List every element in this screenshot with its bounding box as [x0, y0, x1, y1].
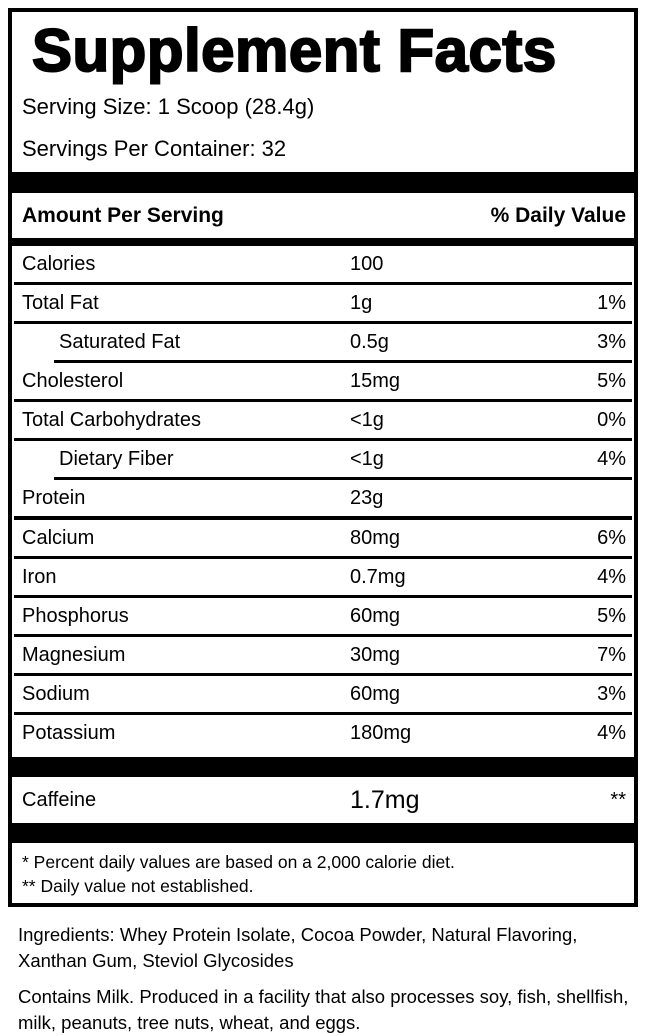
table-row-cholesterol: Cholesterol 15mg 5%: [12, 363, 634, 399]
amount-per-serving-header: Amount Per Serving: [22, 203, 224, 227]
nutrient-amount: 0.5g: [350, 330, 389, 353]
nutrient-name: Phosphorus: [22, 604, 129, 627]
nutrient-daily-value: 5%: [597, 604, 626, 627]
ingredients-text: Ingredients: Whey Protein Isolate, Cocoa…: [18, 924, 578, 971]
row-divider: [14, 595, 632, 598]
nutrient-daily-value: 6%: [597, 526, 626, 549]
supplement-facts-panel: Supplement Facts Serving Size: 1 Scoop (…: [8, 8, 638, 907]
nutrient-daily-value: 3%: [597, 330, 626, 353]
servings-per-container-line: Servings Per Container: 32: [22, 136, 287, 161]
row-divider: [14, 673, 632, 676]
nutrient-daily-value: 1%: [597, 291, 626, 314]
nutrient-name: Magnesium: [22, 643, 126, 666]
row-divider: [14, 634, 632, 637]
table-row-magnesium: Magnesium 30mg 7%: [12, 637, 634, 673]
nutrient-amount: 100: [350, 252, 384, 275]
table-row-potassium: Potassium 180mg 4%: [12, 715, 634, 751]
nutrient-daily-value: **: [610, 788, 626, 811]
allergen-statement-text: Contains Milk. Produced in a facility th…: [18, 986, 629, 1033]
nutrient-name: Calcium: [22, 526, 95, 549]
table-row-calcium: Calcium 80mg 6%: [12, 520, 634, 556]
row-divider: [14, 399, 632, 402]
row-divider: [54, 360, 632, 363]
nutrient-amount: 15mg: [350, 369, 401, 392]
row-divider: [14, 438, 632, 441]
nutrient-daily-value: 4%: [597, 721, 626, 744]
row-divider: [14, 516, 632, 520]
nutrient-daily-value: 7%: [597, 643, 626, 666]
nutrient-amount: 1g: [350, 291, 373, 314]
row-divider: [14, 321, 632, 324]
table-row-dietary-fiber: Dietary Fiber <1g 4%: [12, 441, 634, 477]
daily-value-header: % Daily Value: [490, 203, 626, 227]
table-row-protein: Protein 23g: [12, 480, 634, 516]
nutrient-amount: 23g: [350, 486, 384, 509]
nutrient-name: Potassium: [22, 721, 116, 744]
nutrient-daily-value: 5%: [597, 369, 626, 392]
footnotes-block: * Percent daily values are based on a 2,…: [12, 843, 634, 903]
table-row-phosphorus: Phosphorus 60mg 5%: [12, 598, 634, 634]
nutrient-amount: 30mg: [350, 643, 401, 666]
nutrient-name: Sodium: [22, 682, 90, 705]
row-divider: [54, 477, 632, 480]
supplement-facts-title: Supplement Facts: [31, 17, 557, 85]
separator-bar-post-caffeine: [12, 823, 634, 843]
table-row-total-carbohydrates: Total Carbohydrates <1g 0%: [12, 402, 634, 438]
footnote-daily-values: * Percent daily values are based on a 2,…: [22, 852, 455, 872]
nutrient-amount: 180mg: [350, 721, 412, 744]
nutrient-amount: <1g: [350, 408, 384, 431]
nutrient-amount: 80mg: [350, 526, 401, 549]
table-row-saturated-fat: Saturated Fat 0.5g 3%: [12, 324, 634, 360]
table-row-calories: Calories 100: [12, 246, 634, 282]
row-divider: [14, 712, 632, 715]
table-row-total-fat: Total Fat 1g 1%: [12, 285, 634, 321]
footnote-not-established: ** Daily value not established.: [22, 876, 254, 896]
table-row-caffeine: Caffeine 1.7mg **: [12, 777, 634, 823]
separator-bar-header: [12, 238, 634, 246]
nutrient-name: Total Carbohydrates: [22, 408, 201, 431]
nutrient-name: Cholesterol: [22, 369, 124, 392]
nutrient-name: Iron: [22, 565, 57, 588]
nutrient-name: Total Fat: [22, 291, 99, 314]
row-divider: [14, 556, 632, 559]
separator-bar-pre-caffeine: [12, 757, 634, 777]
nutrient-amount: 60mg: [350, 682, 401, 705]
separator-bar-top: [12, 172, 634, 193]
row-divider: [14, 282, 632, 285]
nutrient-amount: 0.7mg: [350, 565, 406, 588]
nutrient-daily-value: 4%: [597, 565, 626, 588]
nutrient-amount: 1.7mg: [350, 785, 420, 814]
nutrient-name: Saturated Fat: [59, 330, 181, 353]
nutrient-daily-value: 3%: [597, 682, 626, 705]
table-row-iron: Iron 0.7mg 4%: [12, 559, 634, 595]
nutrient-amount: 60mg: [350, 604, 401, 627]
nutrient-daily-value: 0%: [597, 408, 626, 431]
nutrient-name: Caffeine: [22, 788, 97, 811]
table-header-row: Amount Per Serving % Daily Value: [12, 193, 634, 238]
table-row-sodium: Sodium 60mg 3%: [12, 676, 634, 712]
serving-size-line: Serving Size: 1 Scoop (28.4g): [22, 94, 315, 119]
nutrient-name: Dietary Fiber: [59, 447, 174, 470]
nutrient-name: Protein: [22, 486, 86, 509]
nutrient-name: Calories: [22, 252, 96, 275]
nutrient-amount: <1g: [350, 447, 384, 470]
nutrient-daily-value: 4%: [597, 447, 626, 470]
